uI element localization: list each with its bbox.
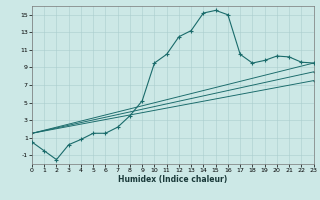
- X-axis label: Humidex (Indice chaleur): Humidex (Indice chaleur): [118, 175, 228, 184]
